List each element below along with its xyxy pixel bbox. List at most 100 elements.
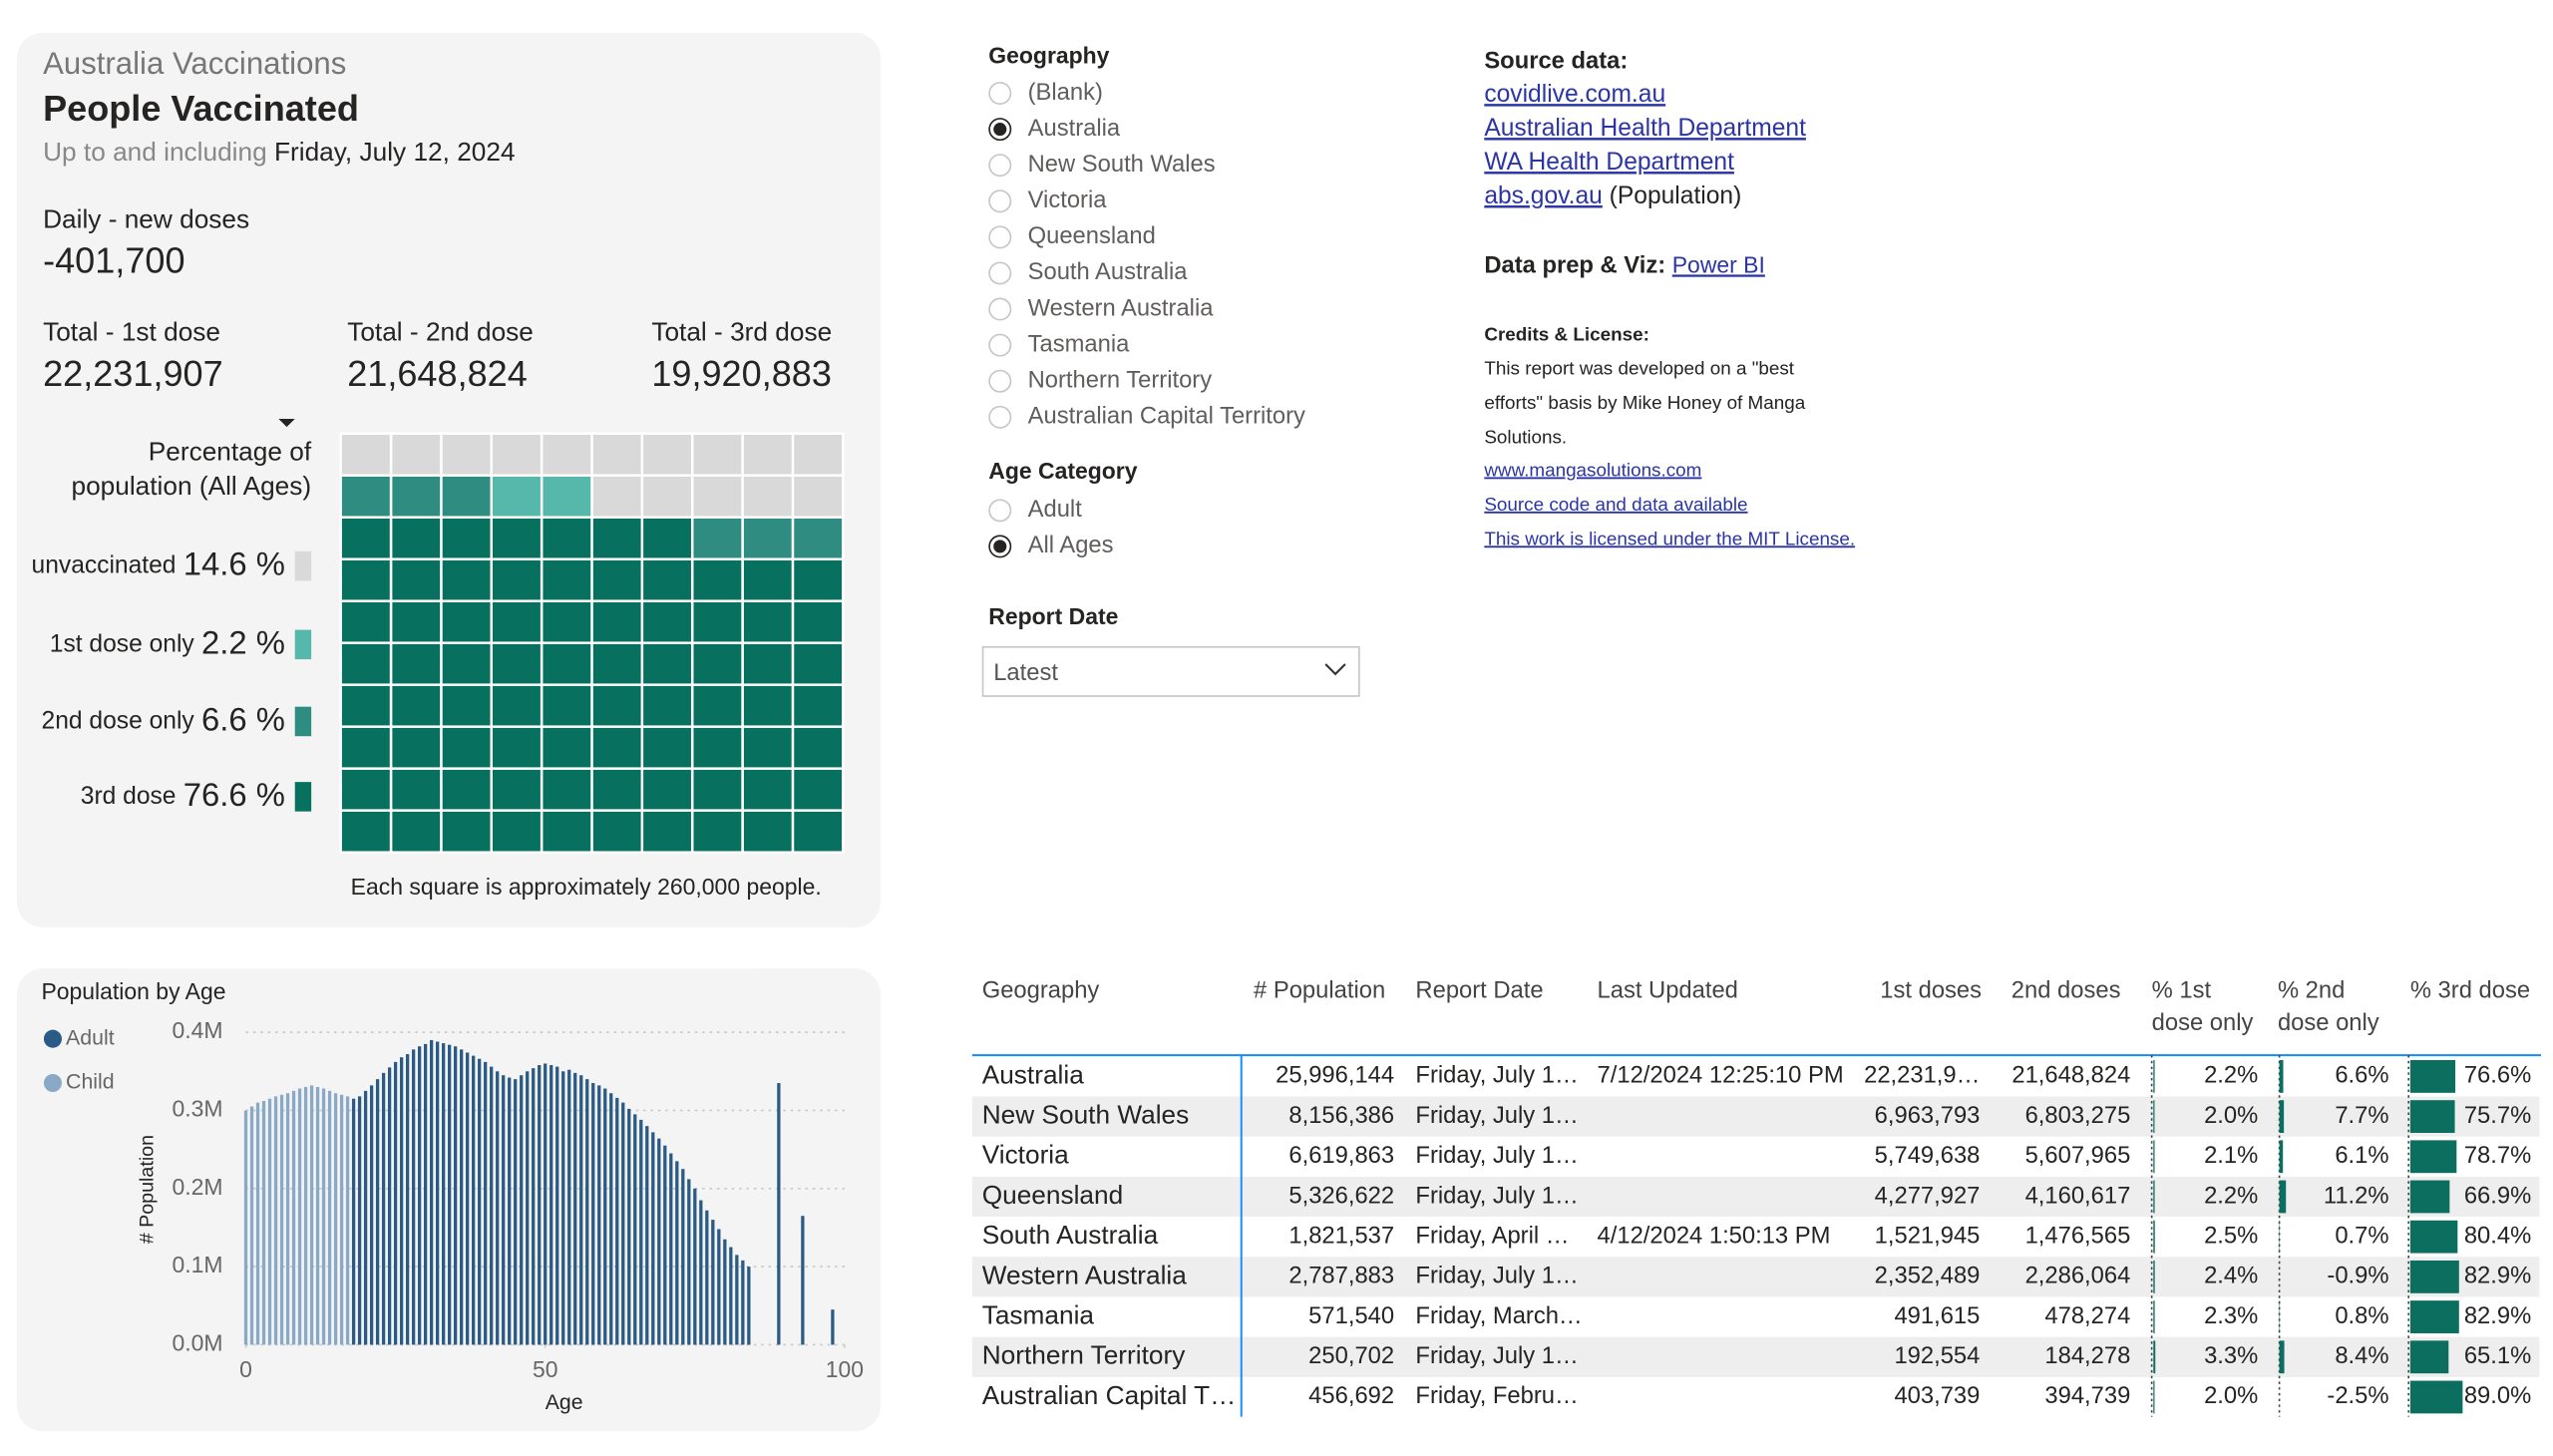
- source-line: covidlive.com.au: [1484, 81, 1665, 108]
- radio[interactable]: [988, 261, 1012, 285]
- link[interactable]: abs.gov.au: [1484, 182, 1603, 209]
- row-band: [971, 1096, 2540, 1137]
- waffle-square: [590, 809, 644, 854]
- source-line: abs.gov.au (Population): [1484, 182, 1741, 209]
- bar: [627, 1108, 631, 1345]
- row-band: [971, 1257, 2540, 1297]
- y-tick-label: 0.3M: [173, 1096, 223, 1122]
- waffle-square: [339, 683, 393, 728]
- radio[interactable]: [988, 297, 1012, 321]
- table-cell: 456,692: [1308, 1382, 1394, 1409]
- waffle-square: [791, 474, 845, 519]
- radio-label[interactable]: Western Australia: [1028, 294, 1215, 321]
- radio[interactable]: [988, 333, 1012, 357]
- legend-swatch: [294, 550, 312, 581]
- total-label: Total - 2nd dose: [347, 317, 534, 347]
- waffle-square: [640, 725, 694, 770]
- title: People Vaccinated: [43, 88, 359, 129]
- table-cell: Friday, July 1…: [1415, 1182, 1578, 1209]
- radio[interactable]: [988, 154, 1012, 178]
- bar: [663, 1145, 667, 1345]
- radio-label[interactable]: Adult: [1028, 496, 1083, 523]
- link[interactable]: WA Health Department: [1484, 149, 1734, 176]
- waffle-square: [339, 557, 393, 602]
- table-cell: 2.3%: [2204, 1302, 2258, 1329]
- table-cell: 6.1%: [2335, 1142, 2388, 1169]
- table-cell: 4/12/2024 1:50:13 PM: [1598, 1222, 1831, 1249]
- waffle-square: [339, 767, 393, 812]
- waffle-square: [640, 557, 694, 602]
- link[interactable]: covidlive.com.au: [1484, 81, 1665, 108]
- table-cell: 192,554: [1894, 1342, 1980, 1369]
- total-value: 21,648,824: [347, 353, 528, 394]
- radio-label[interactable]: New South Wales: [1028, 151, 1216, 178]
- radio-label[interactable]: Northern Territory: [1028, 367, 1213, 394]
- table-cell: 6,963,793: [1875, 1102, 1981, 1129]
- data-bar: [2279, 1100, 2285, 1134]
- bar: [430, 1039, 434, 1345]
- data-bar: [2409, 1180, 2450, 1214]
- legend-label: 2nd dose only: [42, 707, 195, 734]
- table-cell: 66.9%: [2464, 1182, 2531, 1209]
- bar: [411, 1049, 416, 1345]
- table-cell: 2,286,064: [2025, 1263, 2131, 1289]
- waffle-square: [440, 599, 493, 644]
- link[interactable]: www.mangasolutions.com: [1483, 459, 1701, 480]
- bar: [579, 1075, 583, 1345]
- waffle-square: [339, 599, 393, 644]
- bar: [723, 1239, 727, 1345]
- bar: [639, 1119, 643, 1345]
- link[interactable]: Power BI: [1672, 251, 1765, 277]
- column-header: % 2nd: [2278, 976, 2345, 1003]
- radio[interactable]: [988, 369, 1012, 393]
- radio-label[interactable]: Australian Capital Territory: [1028, 403, 1305, 430]
- radio-label[interactable]: All Ages: [1028, 532, 1114, 558]
- radio[interactable]: [988, 405, 1012, 429]
- link[interactable]: Source code and data available: [1484, 494, 1747, 515]
- radio-label[interactable]: South Australia: [1028, 258, 1189, 285]
- radio[interactable]: [988, 82, 1012, 105]
- table-cell: 8.4%: [2335, 1342, 2388, 1369]
- waffle-square: [389, 809, 443, 854]
- table-cell: 65.1%: [2464, 1342, 2531, 1369]
- waffle-square: [791, 809, 845, 854]
- data-bar: [2153, 1260, 2155, 1293]
- row-band: [971, 1176, 2540, 1218]
- waffle-square: [791, 767, 845, 812]
- waffle-square: [690, 683, 744, 728]
- bar: [357, 1096, 362, 1345]
- waffle-square: [640, 474, 694, 519]
- waffle-square: [490, 516, 544, 560]
- waffle-square: [791, 725, 845, 770]
- radio-label[interactable]: Australia: [1028, 115, 1121, 142]
- bar: [831, 1309, 835, 1345]
- waffle-square: [339, 432, 393, 477]
- bar: [585, 1079, 589, 1345]
- link[interactable]: This work is licensed under the MIT Lice…: [1484, 528, 1855, 548]
- radio-label[interactable]: Tasmania: [1028, 330, 1130, 357]
- radio-label[interactable]: (Blank): [1028, 79, 1103, 106]
- radio-label[interactable]: Victoria: [1028, 186, 1108, 213]
- legend-value: 6.6 %: [201, 700, 285, 737]
- radio[interactable]: [988, 225, 1012, 249]
- link[interactable]: Australian Health Department: [1484, 115, 1806, 142]
- waffle-square: [540, 683, 593, 728]
- waffle-square: [540, 516, 593, 560]
- waffle-square: [440, 474, 493, 519]
- waffle-square: [339, 516, 393, 560]
- table-cell: 2.4%: [2204, 1263, 2258, 1289]
- table-cell: 1,476,565: [2025, 1222, 2131, 1249]
- waffle-square: [690, 641, 744, 686]
- dropdown[interactable]: [981, 645, 1360, 697]
- bar: [699, 1200, 703, 1345]
- bar: [285, 1093, 290, 1345]
- data-bar: [2153, 1060, 2155, 1093]
- radio[interactable]: [988, 189, 1012, 213]
- table-cell: Tasmania: [982, 1299, 1095, 1329]
- waffle-square: [590, 432, 644, 477]
- x-tick-label: 100: [826, 1356, 864, 1382]
- radio-label[interactable]: Queensland: [1028, 222, 1156, 249]
- radio[interactable]: [988, 499, 1012, 523]
- waffle-square: [590, 767, 644, 812]
- bar: [508, 1077, 512, 1345]
